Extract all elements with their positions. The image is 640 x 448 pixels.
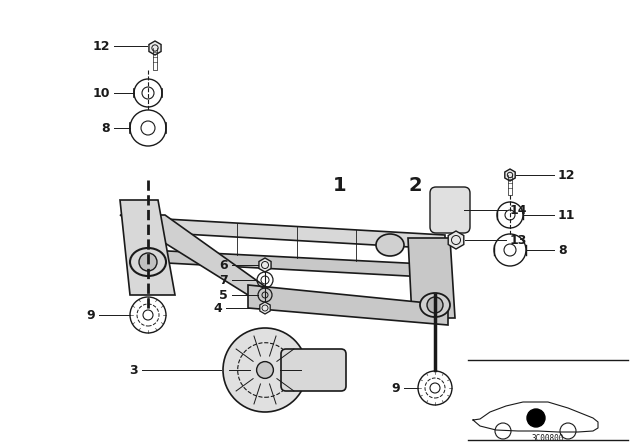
Text: 1: 1 (333, 176, 347, 194)
Polygon shape (120, 215, 270, 295)
FancyBboxPatch shape (430, 187, 470, 233)
Text: 8: 8 (558, 244, 566, 257)
Polygon shape (505, 169, 515, 181)
Polygon shape (149, 41, 161, 55)
Polygon shape (120, 200, 175, 295)
Circle shape (257, 362, 273, 379)
Ellipse shape (420, 293, 450, 317)
Polygon shape (260, 302, 270, 314)
Circle shape (139, 253, 157, 271)
FancyBboxPatch shape (281, 349, 346, 391)
Polygon shape (248, 285, 448, 325)
Polygon shape (448, 231, 464, 249)
Text: 3C00800: 3C00800 (532, 434, 564, 443)
Text: 14: 14 (510, 203, 527, 216)
Polygon shape (259, 258, 271, 272)
Text: 9: 9 (392, 382, 400, 395)
Text: 5: 5 (220, 289, 228, 302)
Text: 12: 12 (93, 39, 110, 52)
Text: 6: 6 (220, 258, 228, 271)
Text: 7: 7 (220, 273, 228, 287)
Ellipse shape (130, 248, 166, 276)
Polygon shape (148, 218, 445, 249)
Text: 13: 13 (510, 233, 527, 246)
Text: 10: 10 (93, 86, 110, 99)
Text: 8: 8 (101, 121, 110, 134)
Text: 9: 9 (86, 309, 95, 322)
Circle shape (427, 297, 443, 313)
Text: 2: 2 (408, 176, 422, 194)
Circle shape (223, 328, 307, 412)
Text: 12: 12 (558, 168, 575, 181)
Polygon shape (408, 238, 455, 318)
Polygon shape (148, 250, 445, 278)
Ellipse shape (376, 234, 404, 256)
Text: 11: 11 (558, 208, 575, 221)
Circle shape (527, 409, 545, 427)
Text: 3: 3 (129, 363, 138, 376)
Text: 4: 4 (213, 302, 222, 314)
